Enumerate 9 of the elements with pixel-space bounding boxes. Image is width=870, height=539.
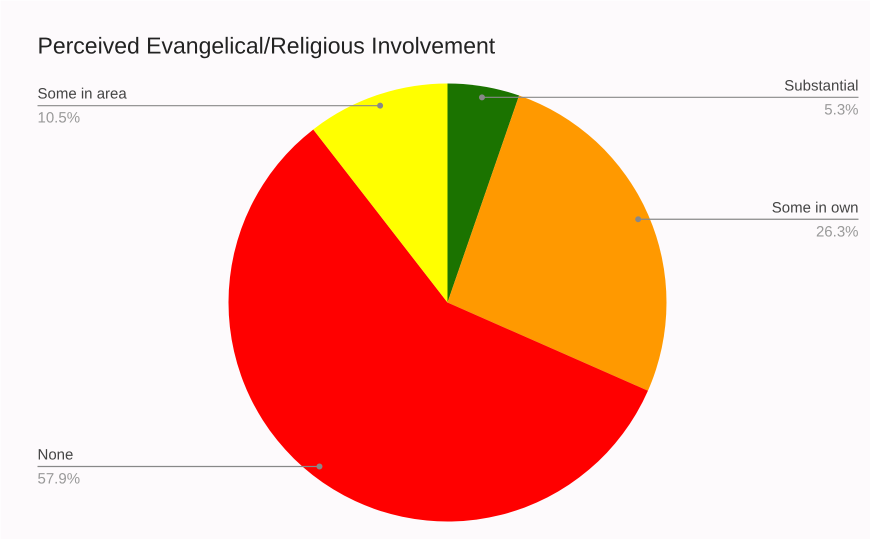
- data-label: 10.5%: [38, 110, 80, 127]
- slice-label: Substantial: [784, 77, 858, 94]
- data-label: 5.3%: [824, 101, 859, 118]
- slice-label: Some in own: [772, 199, 859, 216]
- slice-label: None: [38, 446, 74, 464]
- data-label: 57.9%: [38, 470, 80, 488]
- chart-title: Perceived Evangelical/Religious Involvement: [38, 32, 496, 58]
- slice-label: Some in area: [38, 86, 128, 103]
- data-label: 26.3%: [816, 223, 859, 240]
